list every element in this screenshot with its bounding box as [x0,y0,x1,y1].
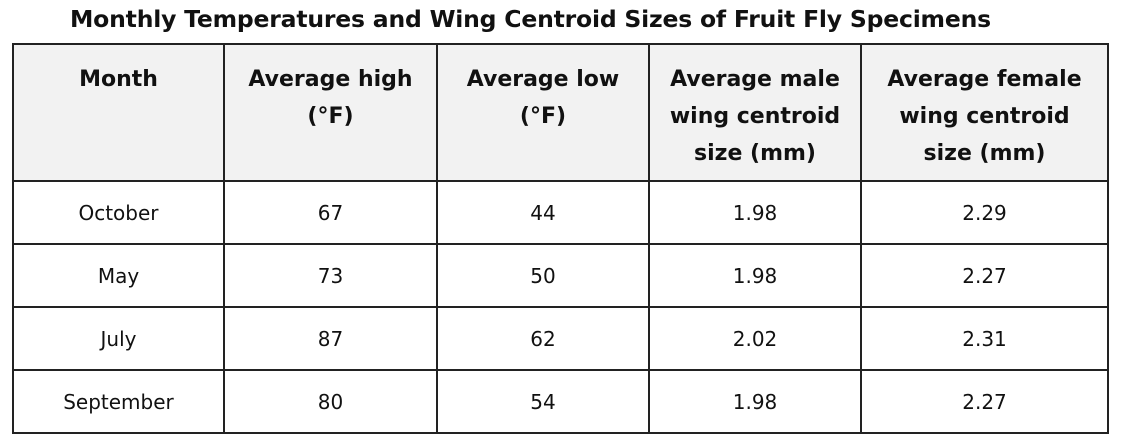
header-male-wing-centroid: Average male wing centroid size (mm) [648,43,862,182]
cell-male-centroid: 1.98 [648,369,862,434]
cell-average-high: 87 [223,306,438,371]
cell-month: July [12,306,225,371]
header-average-low: Average low (°F) [436,43,650,182]
cell-female-centroid: 2.29 [860,180,1109,245]
table-row: September 80 54 1.98 2.27 [12,369,1109,434]
header-month: Month [12,43,225,182]
cell-average-low: 62 [436,306,650,371]
cell-average-high: 80 [223,369,438,434]
table-row: May 73 50 1.98 2.27 [12,243,1109,308]
cell-month: October [12,180,225,245]
header-average-high: Average high (°F) [223,43,438,182]
cell-average-low: 44 [436,180,650,245]
cell-average-low: 50 [436,243,650,308]
cell-month: May [12,243,225,308]
cell-month: September [12,369,225,434]
cell-average-high: 67 [223,180,438,245]
data-table: Month Average high (°F) Average low (°F)… [12,43,1109,434]
table-title: Monthly Temperatures and Wing Centroid S… [70,5,991,33]
header-row: Month Average high (°F) Average low (°F)… [12,43,1109,182]
cell-male-centroid: 2.02 [648,306,862,371]
cell-female-centroid: 2.27 [860,369,1109,434]
table-row: October 67 44 1.98 2.29 [12,180,1109,245]
cell-male-centroid: 1.98 [648,243,862,308]
cell-female-centroid: 2.31 [860,306,1109,371]
header-female-wing-centroid: Average female wing centroid size (mm) [860,43,1109,182]
table-row: July 87 62 2.02 2.31 [12,306,1109,371]
cell-female-centroid: 2.27 [860,243,1109,308]
cell-average-high: 73 [223,243,438,308]
cell-average-low: 54 [436,369,650,434]
cell-male-centroid: 1.98 [648,180,862,245]
